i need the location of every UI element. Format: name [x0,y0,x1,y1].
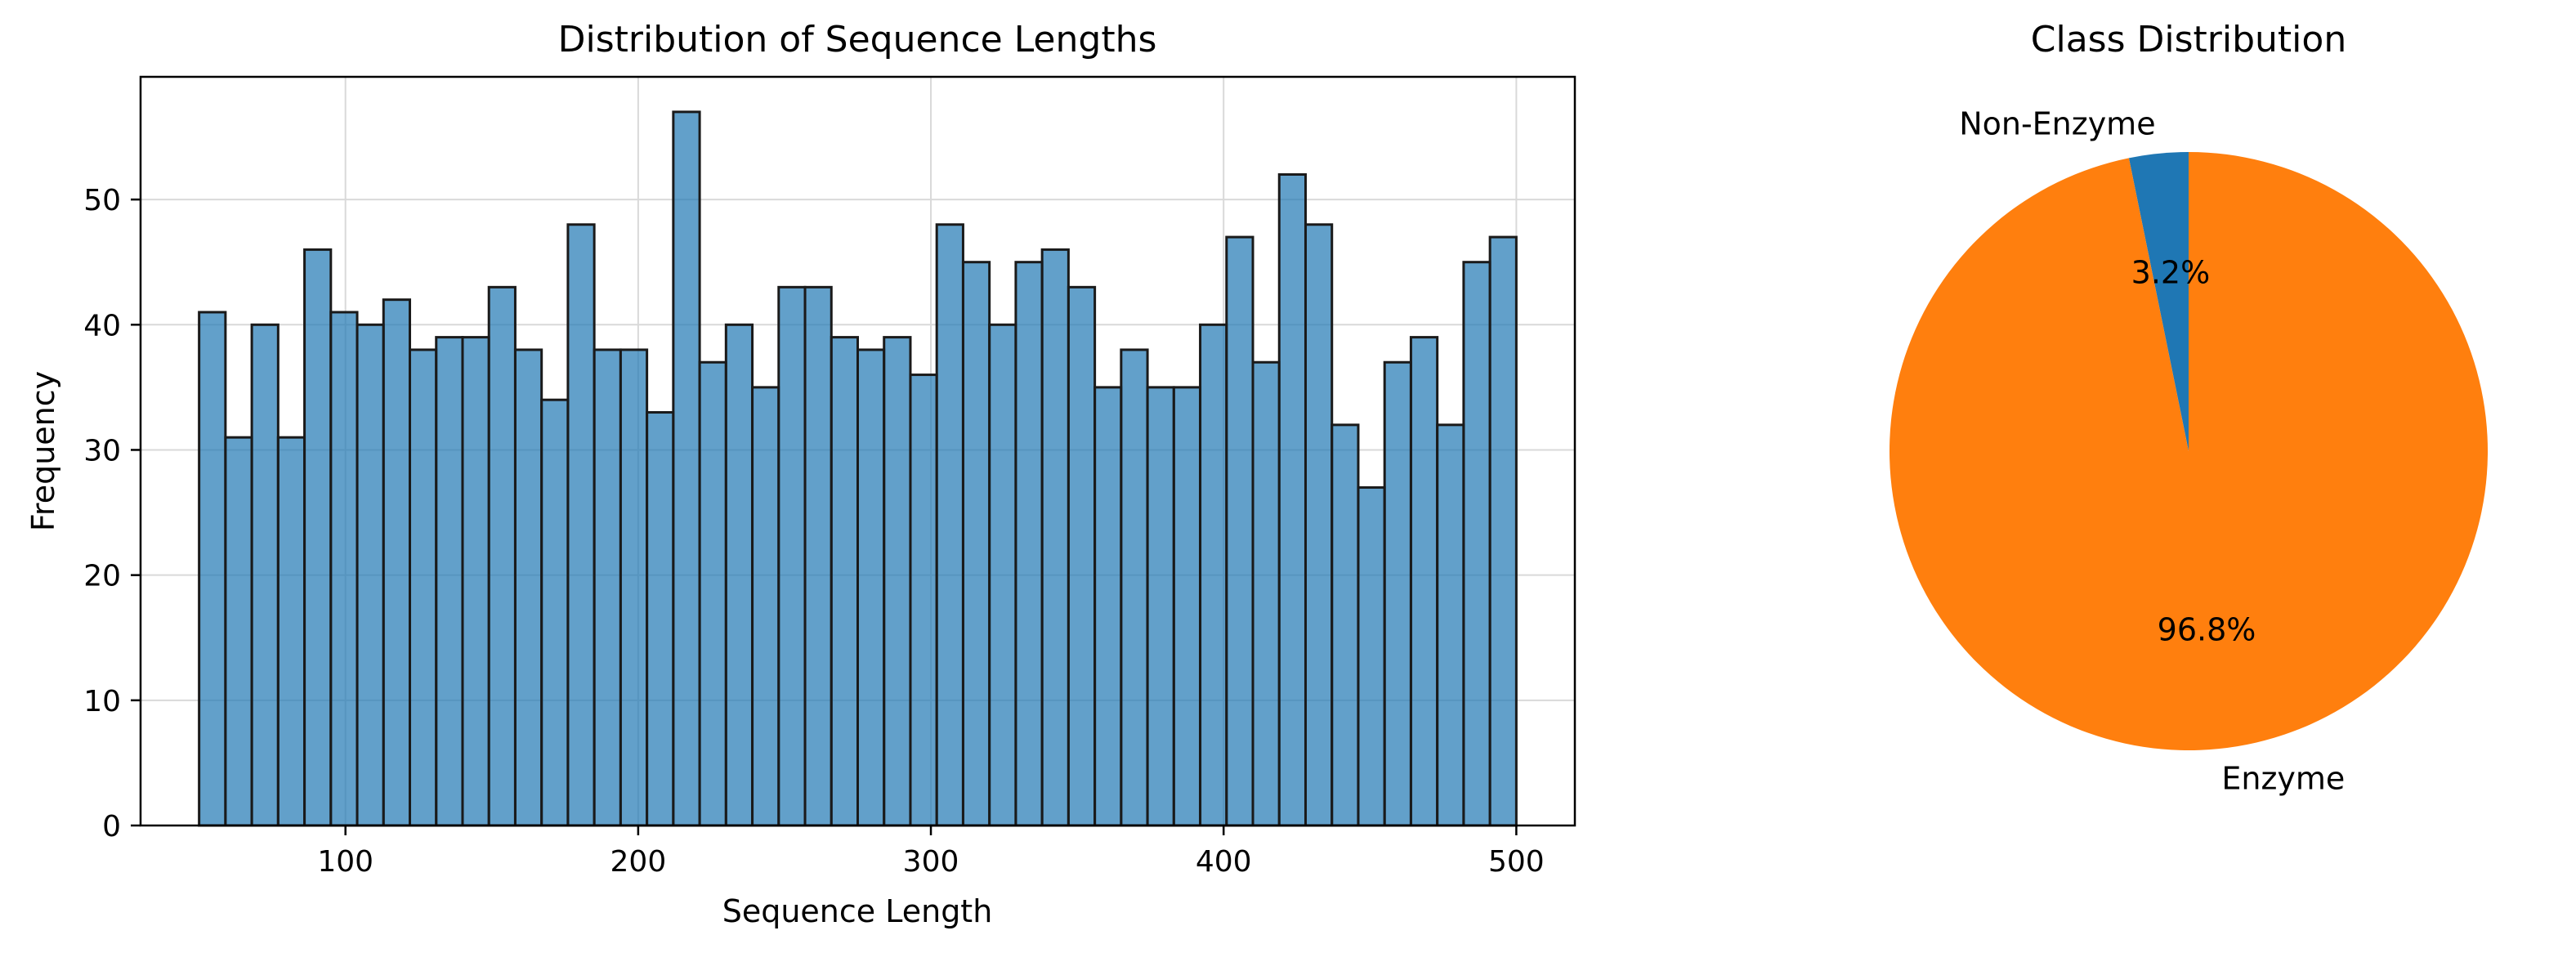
histogram-bar [1093,386,1123,827]
histogram-bar [1409,336,1439,827]
pie-slice-label: Non-Enzyme [1959,105,2155,141]
histogram-bar [224,436,253,827]
histogram-bar [593,348,622,827]
x-tick-label: 100 [317,845,373,879]
histogram-bar [1462,261,1491,827]
x-tick-label: 200 [610,845,667,879]
histogram-bar [1225,235,1254,827]
histogram-bar [1067,285,1097,827]
histogram-bar [513,348,543,827]
histogram-bar [1383,360,1412,827]
histogram-bar [1040,248,1070,827]
histogram-bar [724,323,754,827]
histogram-bar [988,323,1017,827]
histogram-y-ticks: 0 10 20 30 40 50 [83,184,141,843]
histogram-bar [1277,172,1307,827]
histogram-bar [356,323,385,827]
histogram-bar [883,336,912,827]
pie-percent-label: 3.2% [2131,255,2211,291]
histogram-bar [619,348,649,827]
x-tick-label: 500 [1488,845,1545,879]
histogram-bar [961,261,991,827]
pie-percent-label: 96.8% [2158,611,2256,647]
histogram-y-axis-label: Frequency [25,371,61,531]
pie-slice [1890,152,2488,751]
histogram-bar [1014,261,1044,827]
pie-slice [2128,152,2189,451]
pie-title: Class Distribution [2031,19,2346,60]
histogram-bar [751,386,780,827]
histogram-bar [698,360,727,827]
histogram-bar [461,336,490,827]
histogram-panel: Distribution of Sequence Lengths 100 200 3… [25,19,1576,929]
histogram-bar [856,348,886,827]
histogram-bar [1172,386,1202,827]
pie-panel: Class Distribution Non-Enzyme 3.2% Enzyme 9… [1890,19,2488,797]
y-tick-label: 40 [83,309,121,342]
histogram-bar [1120,348,1149,827]
histogram-bar [303,248,333,827]
pie-slices [1890,152,2488,751]
histogram-bar [1436,423,1465,827]
histogram-bar [1357,485,1386,827]
histogram-bar [1199,323,1228,827]
histogram-x-axis-label: Sequence Length [722,893,993,929]
pie-labels: Non-Enzyme 3.2% Enzyme 96.8% [1959,105,2345,796]
histogram-bar [1304,223,1334,827]
histogram-bar [909,374,938,827]
histogram-bar [935,223,964,827]
histogram-bar [830,336,860,827]
y-tick-label: 0 [102,810,121,843]
histogram-bar [777,285,807,827]
y-tick-label: 20 [83,560,121,593]
y-tick-label: 10 [83,685,121,718]
histogram-bar [566,223,596,827]
x-tick-label: 400 [1196,845,1252,879]
pie-slice-label: Enzyme [2221,761,2345,797]
histogram-bar [435,336,464,827]
histogram-bar [803,285,833,827]
histogram-bar [250,323,280,827]
histogram-bar [672,110,701,827]
histogram-bar [276,436,306,827]
histogram-bar [540,398,570,827]
histogram-bar [1251,360,1281,827]
histogram-title: Distribution of Sequence Lengths [558,19,1157,60]
histogram-x-ticks: 100 200 300 400 500 [317,825,1545,879]
histogram-bar [1330,423,1360,827]
histogram-bars [198,110,1518,827]
histogram-bar [1488,235,1518,827]
histogram-plot-frame [139,75,1576,827]
y-tick-label: 50 [83,184,121,217]
histogram-bar [646,411,675,827]
histogram-bar [1146,386,1175,827]
x-tick-label: 300 [903,845,959,879]
histogram-bar [329,311,359,827]
histogram-bar [487,285,517,827]
histogram-bar [198,311,227,827]
histogram-bar [382,298,412,827]
histogram-bar [409,348,438,827]
y-tick-label: 30 [83,434,121,468]
